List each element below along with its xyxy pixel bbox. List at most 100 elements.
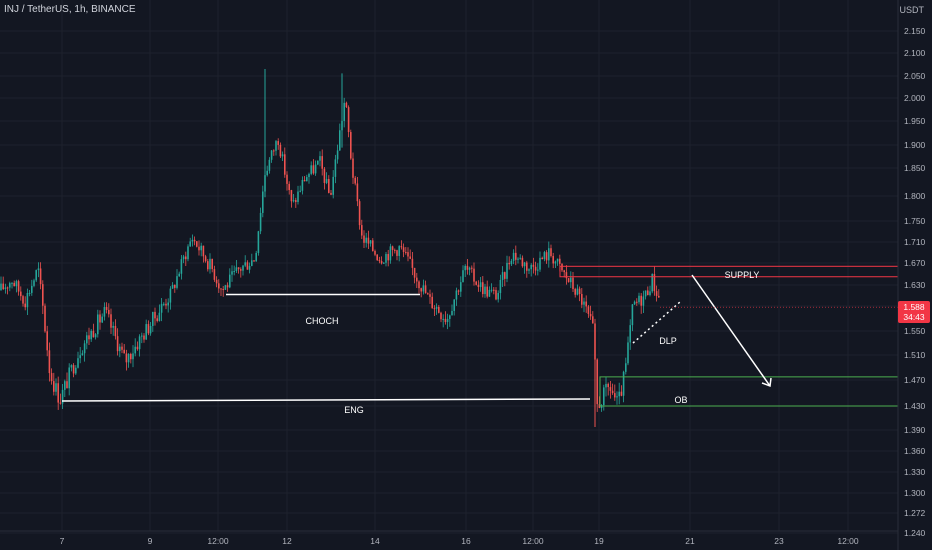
candle-body [607, 383, 609, 388]
candle-body [127, 353, 130, 363]
candle-body [154, 311, 156, 319]
candle-body [97, 314, 99, 335]
candle-body [171, 284, 174, 289]
y-tick-label: 1.800 [904, 191, 926, 201]
candle-body [596, 359, 598, 405]
current-price-tag: 1.588 34:43 [898, 301, 930, 324]
candle-body [526, 262, 528, 271]
candle-body [182, 256, 185, 260]
y-tick-label: 1.900 [904, 140, 926, 150]
y-tick-label: 2.150 [904, 26, 926, 36]
candle-body [438, 306, 440, 313]
candle-body [262, 191, 264, 213]
candle-body [215, 279, 218, 284]
candle-body [534, 266, 537, 271]
candle-body [204, 256, 207, 262]
candle-body [193, 239, 196, 242]
candle-body [297, 191, 299, 202]
candle-body [270, 150, 273, 160]
candle-body [358, 201, 361, 226]
candle-body [50, 373, 53, 382]
candle-body [629, 325, 631, 343]
candle-body [387, 254, 389, 261]
choch-label: CHOCH [306, 316, 339, 326]
candle-body [279, 144, 282, 157]
y-tick-label: 1.240 [904, 528, 926, 538]
candle-body [339, 130, 341, 151]
candle-body [286, 174, 288, 184]
candle-body [310, 165, 312, 174]
candle-body [114, 325, 117, 337]
candle-body [405, 251, 407, 253]
candle-body [6, 287, 9, 289]
candle-body [574, 289, 576, 295]
candle-body [158, 312, 161, 321]
candle-body [222, 289, 224, 291]
candle-body [455, 290, 458, 300]
x-tick-label: 23 [774, 536, 784, 546]
x-tick-label: 19 [594, 536, 604, 546]
candle-body [138, 336, 141, 350]
candle-body [519, 257, 521, 259]
candle-body [638, 295, 640, 303]
y-tick-label: 1.330 [904, 467, 926, 477]
candle-body [141, 335, 143, 337]
candle-body [422, 285, 425, 292]
candle-body [420, 288, 422, 292]
candle-body [563, 270, 565, 273]
candle-body [369, 240, 372, 244]
candle-body [378, 260, 381, 262]
y-tick-label: 1.470 [904, 375, 926, 385]
candle-body [332, 176, 334, 195]
candle-body [303, 179, 306, 182]
candle-body [26, 293, 29, 308]
candle-body [418, 281, 420, 289]
candle-body [70, 365, 73, 368]
x-tick-label: 16 [461, 536, 471, 546]
candle-body [475, 281, 477, 285]
x-tick-label: 7 [60, 536, 65, 546]
y-tick-label: 1.510 [904, 350, 926, 360]
candle-body [640, 295, 642, 306]
candle-body [295, 200, 297, 202]
candle-body [174, 284, 176, 288]
candle-body [482, 282, 484, 295]
candle-body [453, 299, 455, 311]
candle-body [149, 325, 152, 334]
candle-body [132, 353, 134, 360]
candle-body [545, 252, 548, 261]
candle-body [11, 282, 13, 284]
y-tick-label: 1.272 [904, 508, 926, 518]
candle-body [37, 268, 40, 271]
candle-body [200, 245, 202, 251]
candle-body [627, 342, 629, 364]
candle-body [460, 282, 462, 292]
candle-body [600, 405, 603, 408]
candle-body [559, 258, 561, 264]
candle-body [636, 301, 638, 303]
candle-body [75, 367, 77, 374]
candle-body [268, 159, 271, 171]
candle-body [92, 330, 95, 338]
x-tick-label: 21 [685, 536, 695, 546]
candle-body [541, 257, 543, 260]
candle-body [523, 262, 526, 267]
candle-body [451, 310, 453, 316]
candle-body [28, 292, 31, 294]
candle-body [587, 306, 590, 314]
candle-body [576, 288, 579, 295]
candle-body [530, 264, 532, 270]
candle-body [143, 335, 145, 340]
candle-body [99, 314, 101, 323]
eng-line [61, 398, 591, 402]
candle-body [614, 393, 616, 398]
candle-body [13, 282, 15, 287]
candle-body [207, 261, 209, 270]
candle-body [42, 284, 44, 306]
y-tick-label: 1.750 [904, 216, 926, 226]
candle-body [631, 304, 634, 326]
candle-body [22, 296, 24, 304]
candle-body [431, 296, 433, 309]
candle-body [323, 168, 326, 183]
